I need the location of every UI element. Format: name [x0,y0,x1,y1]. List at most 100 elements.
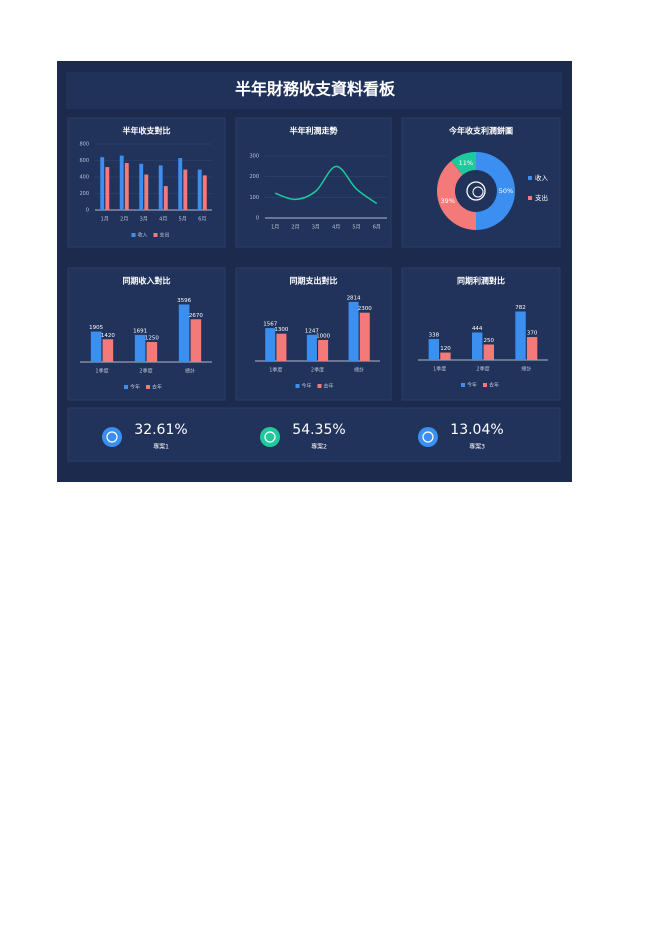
legend-swatch [124,385,128,389]
data-label: 1905 [89,325,103,331]
data-label: 1250 [145,336,159,342]
bar [526,337,538,360]
kpi-label: 專案3 [469,443,485,451]
legend-swatch [528,196,532,200]
y-tick-label: 800 [79,142,89,148]
data-label: 2814 [347,295,361,301]
data-label: 1567 [263,322,277,328]
x-tick-label: 2季度 [139,368,152,375]
data-label: 1691 [133,328,147,334]
y-tick-label: 400 [79,175,89,181]
bar [102,339,114,362]
x-tick-label: 2月 [120,217,128,223]
kpi-card [67,407,561,462]
bar [90,331,102,362]
bar [348,301,359,361]
x-tick-label: 4月 [159,217,167,223]
x-tick-label: 2季度 [476,366,489,373]
bar [440,352,451,360]
y-tick-label: 600 [79,158,89,164]
chart-title: 半年利潤走勢 [290,126,338,136]
bar [124,162,129,210]
line [274,165,378,205]
coin-icon [466,181,486,201]
pie-segment [436,160,476,230]
data-label: 338 [429,333,440,339]
bar [359,312,370,361]
legend-swatch [153,233,158,237]
y-tick-label: 0 [256,216,259,222]
kpi-icon [102,427,122,447]
bar [276,333,287,361]
legend-swatch [483,383,487,387]
legend-swatch [146,385,150,389]
bar [134,334,146,362]
bar [119,155,124,210]
data-label: 1000 [316,334,330,340]
kpi-icon [260,427,280,447]
chart-card [235,117,392,248]
legend-label: 今年 [130,384,140,391]
chart-title: 同期利潤對比 [457,276,505,286]
bar [306,334,317,361]
legend-label: 收入 [535,173,549,182]
data-label: 50% [499,187,513,195]
bar [100,157,105,210]
bar [190,319,202,362]
x-tick-label: 總計 [185,368,195,375]
x-tick-label: 1季度 [95,368,108,375]
legend-label: 收入 [138,232,148,239]
kpi-label: 專案2 [311,443,327,451]
legend-label: 去年 [152,384,162,391]
legend-label: 今年 [302,383,312,390]
data-label: 3596 [177,298,191,304]
bar [105,167,110,210]
legend-swatch [461,383,465,387]
data-label: 11% [459,159,473,167]
bar [146,342,158,362]
x-tick-label: 總計 [521,366,531,373]
kpi-value: 13.04% [450,422,503,438]
header-bar [66,72,562,109]
bar [139,163,144,210]
chart-title: 今年收支利潤餅圖 [448,126,513,136]
legend-swatch [295,384,300,388]
y-tick-label: 100 [249,195,259,201]
data-label: 370 [527,331,538,337]
y-tick-label: 200 [249,174,259,180]
x-tick-label: 6月 [373,225,381,231]
data-label: 39% [441,197,455,205]
data-label: 782 [515,305,526,311]
bar [178,158,183,210]
y-tick-label: 300 [249,154,259,160]
data-label: 1247 [305,328,319,334]
y-tick-label: 200 [79,191,89,197]
bar [515,311,526,360]
x-tick-label: 1季度 [433,366,446,373]
x-tick-label: 3月 [312,225,320,231]
data-label: 444 [472,326,483,332]
pie-segment [476,152,515,230]
data-label: 2670 [189,313,203,319]
kpi-value: 32.61% [134,422,187,438]
bar [202,175,207,210]
legend-swatch [317,384,322,388]
legend-swatch [528,176,532,180]
legend-label: 今年 [467,382,477,389]
x-tick-label: 6月 [198,217,206,223]
coin-icon-inner [472,186,484,198]
x-tick-label: 5月 [352,225,360,231]
legend-label: 支出 [535,193,548,202]
kpi-icon-inner [106,431,118,443]
legend-label: 支出 [160,232,170,239]
bar [483,344,494,360]
data-label: 2300 [358,306,372,312]
x-tick-label: 2月 [291,225,299,231]
kpi-value: 54.35% [292,422,345,438]
kpi-icon-inner [264,431,276,443]
bar [265,328,276,361]
y-tick-label: 0 [86,208,89,214]
bar [183,169,188,210]
bar [158,165,163,210]
x-tick-label: 1月 [101,217,109,223]
